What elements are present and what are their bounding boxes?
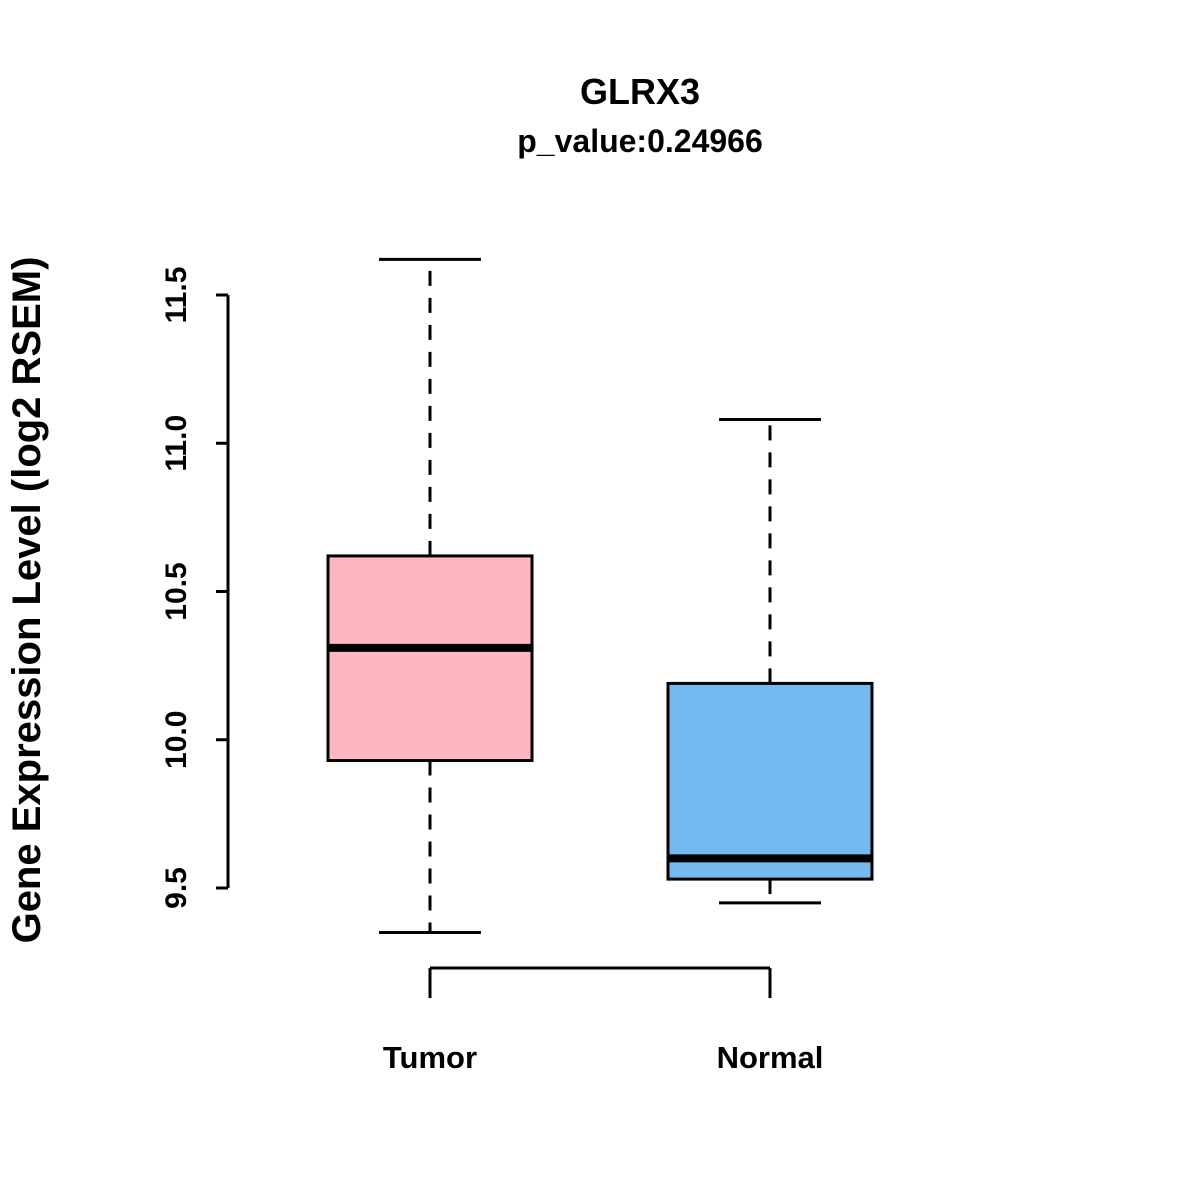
- x-axis-bracket: [428, 966, 772, 998]
- y-tick-label: 11.0: [160, 415, 193, 472]
- y-tick-label: 10.5: [160, 562, 193, 620]
- boxplot-normal: [666, 418, 874, 905]
- y-axis-label: Gene Expression Level (log2 RSEM): [5, 257, 49, 944]
- y-tick-label: 9.5: [160, 867, 193, 909]
- x-axis-labels: Tumor Normal: [383, 1040, 823, 1075]
- category-label-normal: Normal: [717, 1040, 824, 1075]
- boxplots: [326, 257, 874, 934]
- box-tumor: [326, 554, 534, 763]
- chart-subtitle: p_value:0.24966: [517, 123, 763, 159]
- y-tick-label: 11.5: [160, 267, 193, 324]
- y-axis: 9.5 10.0 10.5 11.0 11.5: [160, 267, 230, 909]
- box-normal: [666, 681, 874, 881]
- category-label-tumor: Tumor: [383, 1040, 477, 1075]
- y-tick-label: 10.0: [160, 711, 193, 769]
- chart-title: GLRX3: [580, 71, 700, 112]
- boxplot-tumor: [326, 257, 534, 934]
